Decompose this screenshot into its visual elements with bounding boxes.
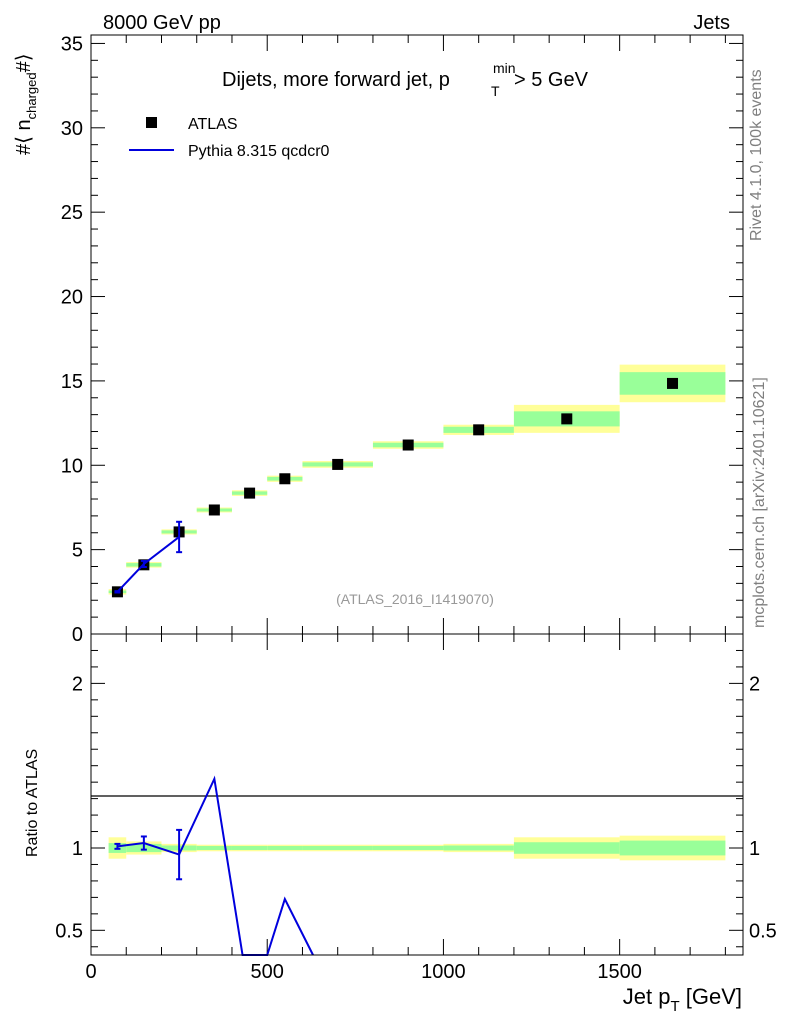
y-label-sub: charged	[24, 72, 39, 119]
pythia-ratio-line	[117, 775, 314, 956]
atlas-marker	[244, 487, 256, 499]
x-label-sub: T	[670, 998, 679, 1015]
atlas-marker	[332, 458, 344, 470]
pythia-curve	[114, 520, 183, 594]
ratio-x-axis: 0 500 1000 1500	[85, 634, 726, 983]
ratio-stat-band	[372, 846, 444, 850]
main-y-tick-label: 30	[61, 118, 83, 140]
main-y-label: #⟨ ncharged#⟩	[13, 53, 39, 155]
main-y-tick-label: 5	[72, 540, 83, 562]
main-error-bands	[108, 364, 726, 595]
legend-pythia-label: Pythia 8.315 qcdcr0	[188, 143, 330, 160]
pythia-ratio-curve	[114, 775, 314, 956]
ratio-y-tick-label-right: 0.5	[749, 920, 777, 942]
main-y-tick-label: 0	[72, 624, 83, 646]
legend-atlas-marker	[146, 117, 157, 128]
main-x-ticks	[90, 35, 726, 634]
plot-title-tail: > 5 GeV	[514, 69, 589, 91]
ratio-y-axis: 0.5 0.5 1 1 2 2	[55, 649, 777, 948]
main-panel: 0 5 10 15 20 25 30 35 Dijets, more forward jet,…	[13, 33, 744, 646]
svg-text:#⟨ ncharged#⟩: #⟨ ncharged#⟩	[13, 53, 39, 155]
x-label-tail: [GeV]	[680, 984, 742, 1009]
ratio-y-tick-label-left: 1	[72, 838, 83, 860]
ratio-stat-band	[267, 846, 303, 850]
main-y-axis: 0 5 10 15 20 25 30 35	[61, 33, 743, 646]
ratio-y-label: Ratio to ATLAS	[24, 749, 41, 857]
x-tick-label: 500	[251, 961, 284, 983]
main-y-tick-label: 20	[61, 287, 83, 309]
header-left: 8000 GeV pp	[103, 12, 221, 34]
legend-atlas-label: ATLAS	[188, 116, 238, 133]
x-tick-label: 1000	[421, 961, 466, 983]
atlas-marker	[208, 504, 220, 516]
main-y-tick-label: 15	[61, 371, 83, 393]
ratio-stat-band	[513, 842, 620, 854]
ratio-y-tick-label-right: 2	[749, 673, 760, 695]
header-right: Jets	[693, 12, 730, 34]
ratio-stat-band	[443, 845, 514, 851]
ratio-stat-band	[302, 846, 373, 850]
x-tick-label: 0	[85, 961, 96, 983]
ratio-y-tick-label-left: 2	[72, 673, 83, 695]
plot-title-sup: min	[493, 60, 516, 76]
y-label-prefix: #⟨ n	[13, 119, 35, 155]
main-y-tick-label: 35	[61, 33, 83, 55]
rivet-label: Rivet 4.1.0, 100k events	[748, 69, 765, 241]
analysis-watermark: (ATLAS_2016_I1419070)	[336, 591, 494, 607]
atlas-marker	[473, 424, 485, 436]
mcplots-label: mcplots.cern.ch [arXiv:2401.10621]	[751, 377, 768, 628]
atlas-marker	[279, 473, 291, 485]
main-y-tick-label: 25	[61, 202, 83, 224]
y-label-suffix: #⟩	[13, 53, 35, 72]
x-label-main: Jet p	[623, 984, 671, 1009]
atlas-marker	[561, 413, 573, 425]
plot-title-sub: T	[491, 83, 500, 99]
plot-title: Dijets, more forward jet, p	[222, 69, 450, 91]
atlas-marker	[667, 377, 679, 389]
ratio-panel: 0.5 0.5 1 1 2 2 0 500 1000 1500 Ratio to ATLAS	[24, 633, 777, 983]
plot-title-main: Dijets, more forward jet, p	[222, 69, 450, 91]
ratio-frame	[90, 633, 744, 956]
x-axis-label: Jet pT [GeV]	[623, 984, 742, 1015]
main-y-tick-label: 10	[61, 455, 83, 477]
x-tick-label: 1500	[597, 961, 642, 983]
ratio-y-tick-label-left: 0.5	[55, 920, 83, 942]
ratio-y-tick-label-right: 1	[749, 838, 760, 860]
ratio-error-bands	[108, 835, 726, 861]
ratio-stat-band	[231, 846, 268, 850]
ratio-stat-band	[619, 840, 726, 856]
ratio-stat-band	[196, 846, 232, 850]
atlas-marker	[402, 439, 414, 451]
